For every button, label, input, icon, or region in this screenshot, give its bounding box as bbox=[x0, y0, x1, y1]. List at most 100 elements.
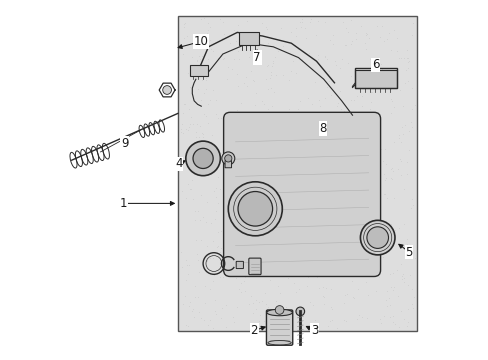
Point bbox=[265, 277, 273, 283]
Point bbox=[386, 227, 393, 233]
Point bbox=[186, 186, 194, 192]
Point bbox=[199, 111, 207, 117]
Point bbox=[323, 71, 331, 77]
Point bbox=[320, 53, 328, 59]
Point bbox=[183, 271, 191, 277]
Point bbox=[322, 173, 329, 179]
Point bbox=[257, 165, 264, 170]
Point bbox=[402, 67, 409, 73]
Point bbox=[182, 323, 189, 328]
Point bbox=[386, 110, 394, 116]
Point bbox=[260, 189, 267, 195]
Point bbox=[294, 320, 302, 325]
Point bbox=[287, 218, 295, 224]
Point bbox=[254, 51, 262, 57]
Point bbox=[299, 202, 307, 208]
Point bbox=[411, 103, 419, 108]
Point bbox=[244, 301, 252, 307]
Point bbox=[279, 72, 286, 78]
Point bbox=[203, 199, 211, 205]
Point bbox=[283, 222, 291, 228]
Point bbox=[386, 284, 394, 290]
Point bbox=[180, 101, 187, 107]
Point bbox=[334, 165, 342, 171]
Point bbox=[358, 93, 366, 99]
Point bbox=[351, 230, 359, 236]
Point bbox=[364, 292, 371, 297]
Point bbox=[309, 234, 317, 240]
Point bbox=[255, 163, 263, 168]
Point bbox=[315, 97, 323, 103]
Point bbox=[281, 317, 288, 323]
Point bbox=[407, 119, 414, 125]
Point bbox=[277, 317, 285, 323]
Point bbox=[298, 57, 305, 62]
Point bbox=[324, 68, 332, 74]
Point bbox=[324, 134, 331, 140]
FancyBboxPatch shape bbox=[223, 112, 380, 276]
Point bbox=[251, 297, 259, 303]
Point bbox=[196, 172, 203, 177]
Point bbox=[256, 222, 264, 228]
Point bbox=[296, 24, 304, 30]
Point bbox=[371, 288, 379, 293]
Point bbox=[210, 188, 218, 194]
Point bbox=[402, 55, 410, 61]
Point bbox=[244, 222, 252, 228]
Circle shape bbox=[275, 306, 284, 314]
Point bbox=[382, 289, 389, 294]
Point bbox=[209, 272, 217, 278]
Point bbox=[328, 78, 336, 84]
Point bbox=[242, 221, 249, 226]
Point bbox=[353, 240, 361, 246]
FancyBboxPatch shape bbox=[248, 258, 261, 275]
Point bbox=[323, 324, 331, 329]
Point bbox=[333, 325, 341, 330]
Point bbox=[294, 247, 302, 252]
Point bbox=[246, 68, 254, 74]
Point bbox=[203, 20, 211, 26]
Point bbox=[203, 243, 211, 248]
Point bbox=[258, 20, 266, 26]
Point bbox=[250, 48, 258, 54]
Point bbox=[381, 147, 388, 152]
Point bbox=[406, 205, 414, 211]
Point bbox=[209, 48, 217, 54]
Point bbox=[252, 270, 260, 276]
Point bbox=[252, 253, 260, 258]
Point bbox=[299, 242, 306, 247]
Point bbox=[251, 90, 259, 96]
Point bbox=[194, 294, 202, 300]
Point bbox=[236, 142, 244, 148]
Circle shape bbox=[295, 307, 304, 316]
Point bbox=[398, 124, 406, 130]
Point bbox=[232, 304, 240, 310]
Point bbox=[375, 274, 383, 280]
Point bbox=[388, 271, 396, 276]
Point bbox=[202, 144, 209, 150]
Point bbox=[367, 72, 375, 78]
Point bbox=[328, 115, 336, 121]
Point bbox=[394, 324, 402, 330]
Point bbox=[311, 175, 319, 181]
Point bbox=[394, 55, 402, 61]
Point bbox=[405, 58, 412, 64]
Point bbox=[324, 139, 332, 144]
Point bbox=[397, 139, 405, 145]
Point bbox=[211, 216, 219, 222]
Point bbox=[353, 316, 361, 322]
Point bbox=[352, 233, 360, 239]
Point bbox=[385, 302, 393, 308]
Point bbox=[386, 96, 394, 102]
Point bbox=[392, 35, 400, 41]
Point bbox=[294, 287, 302, 292]
Point bbox=[319, 118, 327, 124]
Point bbox=[203, 56, 211, 62]
Point bbox=[342, 319, 349, 324]
Point bbox=[230, 27, 238, 32]
Point bbox=[231, 275, 239, 280]
Point bbox=[212, 194, 220, 200]
Point bbox=[369, 186, 377, 192]
Point bbox=[404, 65, 411, 71]
Point bbox=[241, 140, 249, 146]
